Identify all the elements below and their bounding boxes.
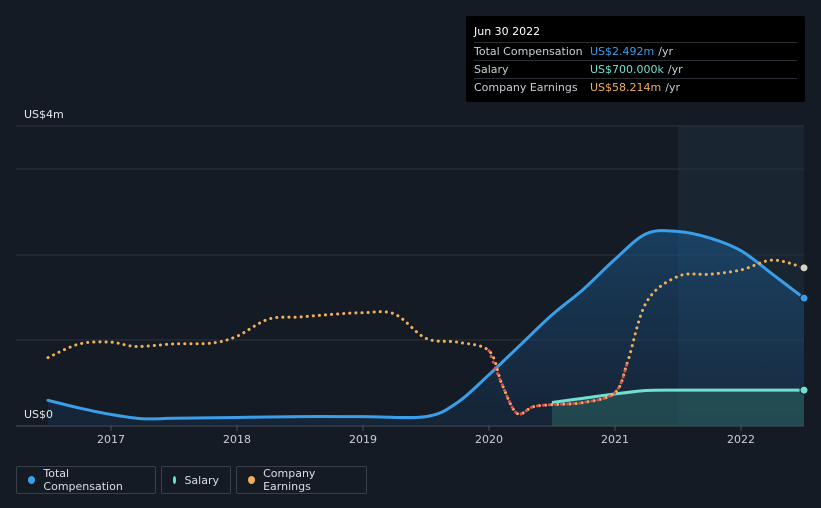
legend-total-compensation[interactable]: Total Compensation — [16, 466, 156, 494]
x-tick-label: 2018 — [223, 433, 251, 446]
tooltip-value: US$58.214m — [590, 81, 662, 94]
tooltip-value: US$700.000k — [590, 63, 664, 76]
end-markers — [799, 263, 809, 395]
salary-end-marker — [799, 385, 809, 395]
x-tick-label: 2017 — [97, 433, 125, 446]
salary-line — [551, 388, 804, 404]
tooltip-row-total-compensation: Total Compensation US$2.492m /yr — [474, 42, 797, 60]
tooltip-unit: /yr — [667, 63, 683, 76]
salary-area — [552, 390, 804, 426]
legend-company-earnings[interactable]: Company Earnings — [236, 466, 367, 494]
y-axis-bottom-label: US$0 — [24, 408, 53, 421]
x-tick-label: 2022 — [727, 433, 755, 446]
total-compensation-line — [46, 229, 806, 421]
company-earnings-end-marker — [799, 263, 809, 273]
tooltip-row-salary: Salary US$700.000k /yr — [474, 60, 797, 78]
tooltip-label: Company Earnings — [474, 81, 578, 94]
x-tick-label: 2020 — [475, 433, 503, 446]
tooltip-value: US$2.492m — [590, 45, 655, 58]
company-earnings-line — [46, 258, 806, 416]
total-compensation-area — [48, 230, 804, 426]
company-earnings-negative-segment — [487, 349, 630, 416]
tooltip-date: Jun 30 2022 — [474, 25, 541, 38]
tooltip-row-company-earnings: Company Earnings US$58.214m /yr — [474, 78, 797, 96]
y-axis-top-label: US$4m — [24, 108, 64, 121]
tooltip-label: Total Compensation — [474, 45, 583, 58]
legend-label: Company Earnings — [263, 467, 316, 493]
tooltip-unit: /yr — [665, 81, 680, 94]
tooltip-label: Salary — [474, 63, 509, 76]
legend-label: Total Compensation — [43, 467, 123, 493]
legend-label: Salary — [184, 473, 219, 487]
legend-salary[interactable]: Salary — [161, 466, 231, 494]
total-compensation-end-marker — [799, 293, 809, 303]
legend-dot-icon — [173, 476, 177, 484]
x-axis: 2017 2018 2019 2020 2021 2022 — [97, 426, 755, 446]
legend-dot-icon — [248, 476, 256, 484]
company-earnings-series — [46, 258, 806, 416]
tooltip-unit: /yr — [658, 45, 673, 58]
x-tick-label: 2021 — [601, 433, 629, 446]
legend-dot-icon — [28, 476, 36, 484]
tooltip: Jun 30 2022 Total Compensation US$2.492m… — [466, 16, 805, 102]
x-tick-label: 2019 — [349, 433, 377, 446]
